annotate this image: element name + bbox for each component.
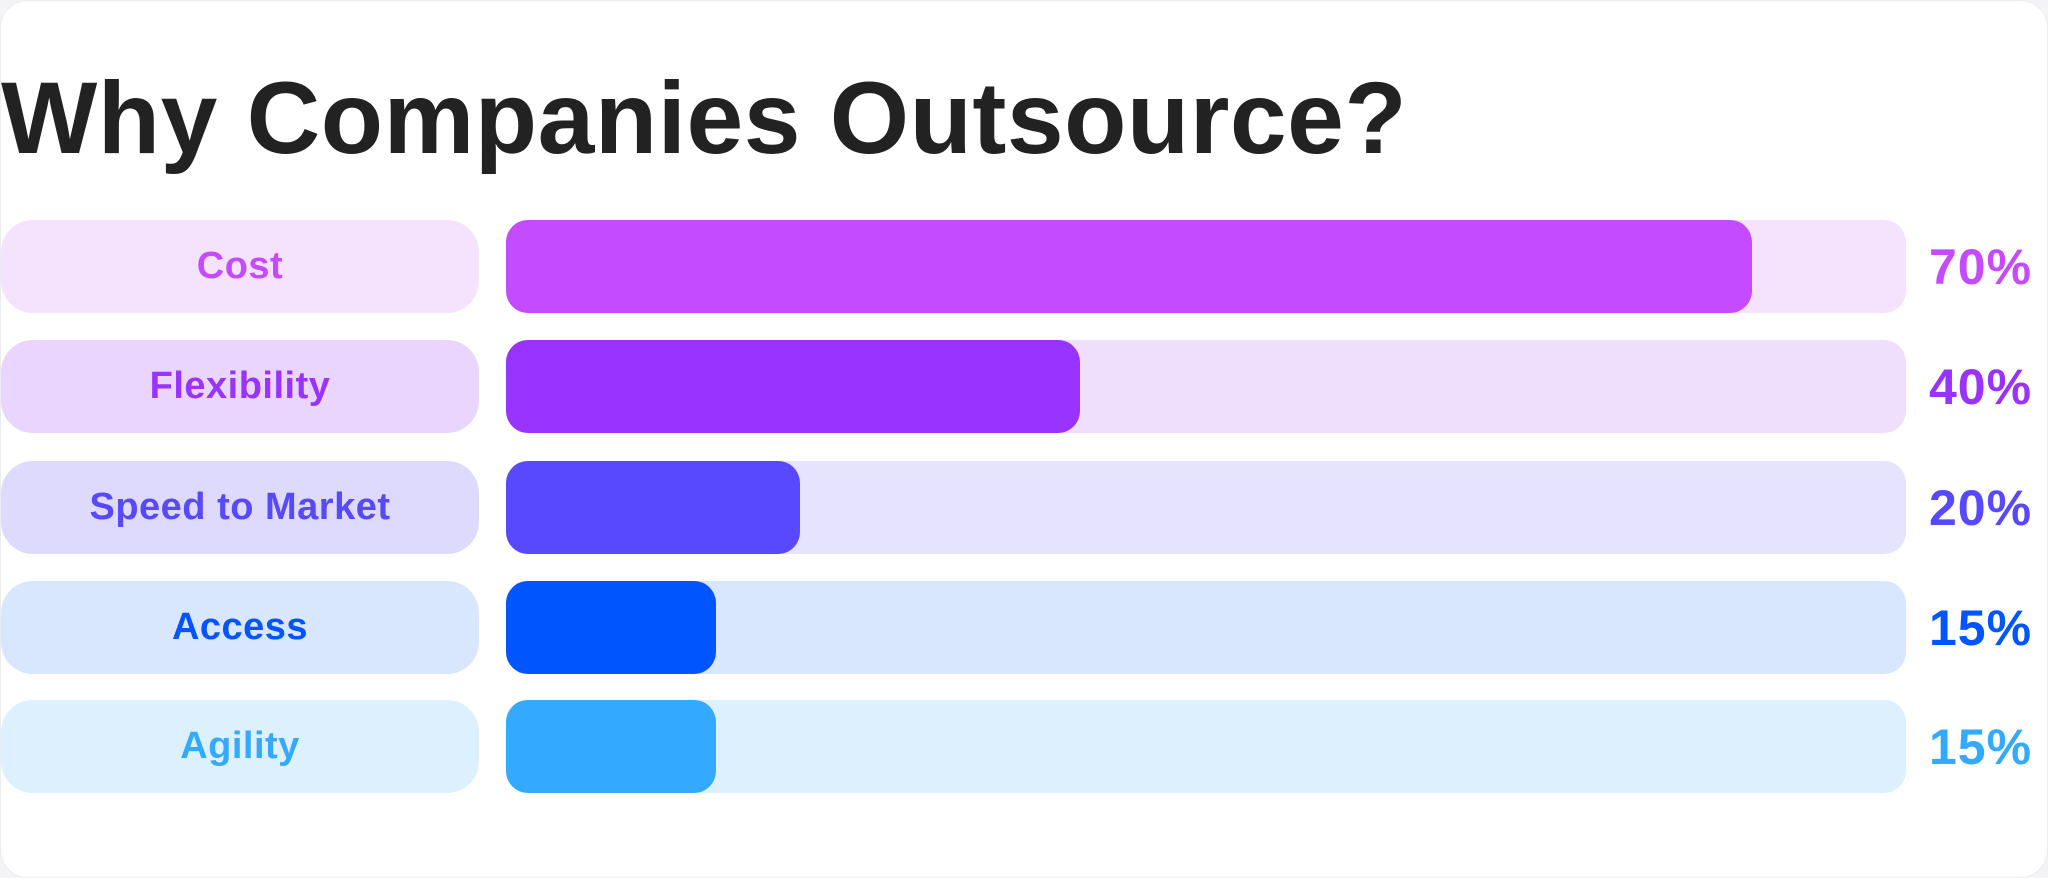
bar [506, 340, 1080, 433]
value-label: 70% [1929, 238, 2033, 295]
value-label: 15% [1929, 599, 2033, 656]
value-label: 15% [1929, 718, 2033, 775]
chart-title: Why Companies Outsource? [1, 61, 1408, 175]
bar-track [506, 700, 1906, 793]
bar [506, 461, 800, 554]
bar-track [506, 220, 1906, 313]
value-label: 20% [1929, 479, 2033, 536]
bar-track [506, 581, 1906, 674]
category-label: Flexibility [1, 340, 479, 433]
value-label: 40% [1929, 358, 2033, 415]
bar-track [506, 340, 1906, 433]
bar-row: Agility 15% [1, 700, 2048, 793]
bar-row: Speed to Market 20% [1, 461, 2048, 554]
category-label: Cost [1, 220, 479, 313]
bar-row: Cost 70% [1, 220, 2048, 313]
bar-row: Access 15% [1, 581, 2048, 674]
category-label: Speed to Market [1, 461, 479, 554]
bar [506, 220, 1752, 313]
bar [506, 700, 716, 793]
bar-track [506, 461, 1906, 554]
bar [506, 581, 716, 674]
category-label: Access [1, 581, 479, 674]
bar-row: Flexibility 40% [1, 340, 2048, 433]
category-label: Agility [1, 700, 479, 793]
